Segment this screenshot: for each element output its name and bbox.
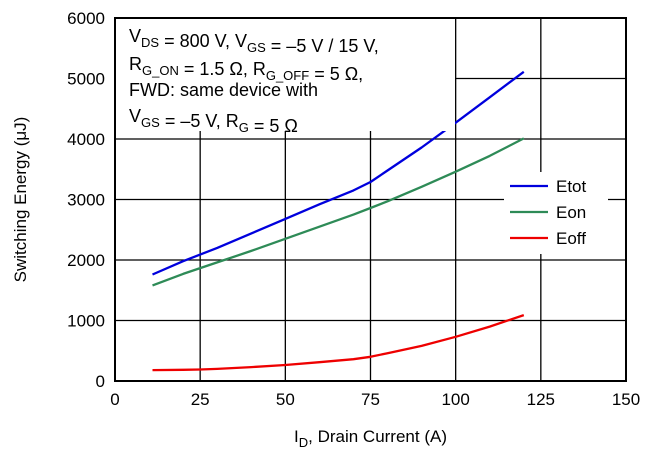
legend: Etot Eon Eoff xyxy=(504,172,608,254)
y-tick-label: 5000 xyxy=(67,70,105,89)
series-lines xyxy=(152,70,525,372)
annotation-line-3: FWD: same device with xyxy=(129,80,318,100)
x-tick-label: 0 xyxy=(110,390,119,409)
legend-label: Eoff xyxy=(556,229,586,248)
series-line-etot xyxy=(152,70,525,276)
annotation-background xyxy=(116,19,455,131)
series-line-eoff xyxy=(152,314,525,372)
y-tick-label: 1000 xyxy=(67,312,105,331)
annotation-line-1: VDS = 800 V, VGS = –5 V / 15 V, xyxy=(129,26,379,56)
y-tick-label: 4000 xyxy=(67,130,105,149)
annotation-line-4: VGS = –5 V, RG = 5 Ω xyxy=(129,106,298,136)
y-axis-label: Switching Energy (μJ) xyxy=(11,117,30,283)
legend-label: Eon xyxy=(556,203,586,222)
legend-label: Etot xyxy=(556,177,587,196)
series-line-eon xyxy=(152,137,525,287)
annotation-line-2: RG_ON = 1.5 Ω, RG_OFF = 5 Ω, xyxy=(129,54,363,84)
x-tick-label: 25 xyxy=(191,390,210,409)
annotation-box: VDS = 800 V, VGS = –5 V / 15 V,RG_ON = 1… xyxy=(116,19,455,136)
x-axis-label: ID, Drain Current (A) xyxy=(294,427,447,450)
tick-labels: 0 25 50 75 100 125 150 0 1000 2000 3000 4000 5000 600… xyxy=(67,9,640,409)
y-tick-label: 6000 xyxy=(67,9,105,28)
y-tick-label: 2000 xyxy=(67,251,105,270)
x-tick-label: 150 xyxy=(612,390,640,409)
plot-frame xyxy=(114,17,627,382)
x-tick-label: 100 xyxy=(441,390,469,409)
x-tick-label: 50 xyxy=(276,390,295,409)
x-tick-label: 125 xyxy=(527,390,555,409)
y-tick-label: 0 xyxy=(96,372,105,391)
y-tick-label: 3000 xyxy=(67,191,105,210)
x-tick-label: 75 xyxy=(361,390,380,409)
